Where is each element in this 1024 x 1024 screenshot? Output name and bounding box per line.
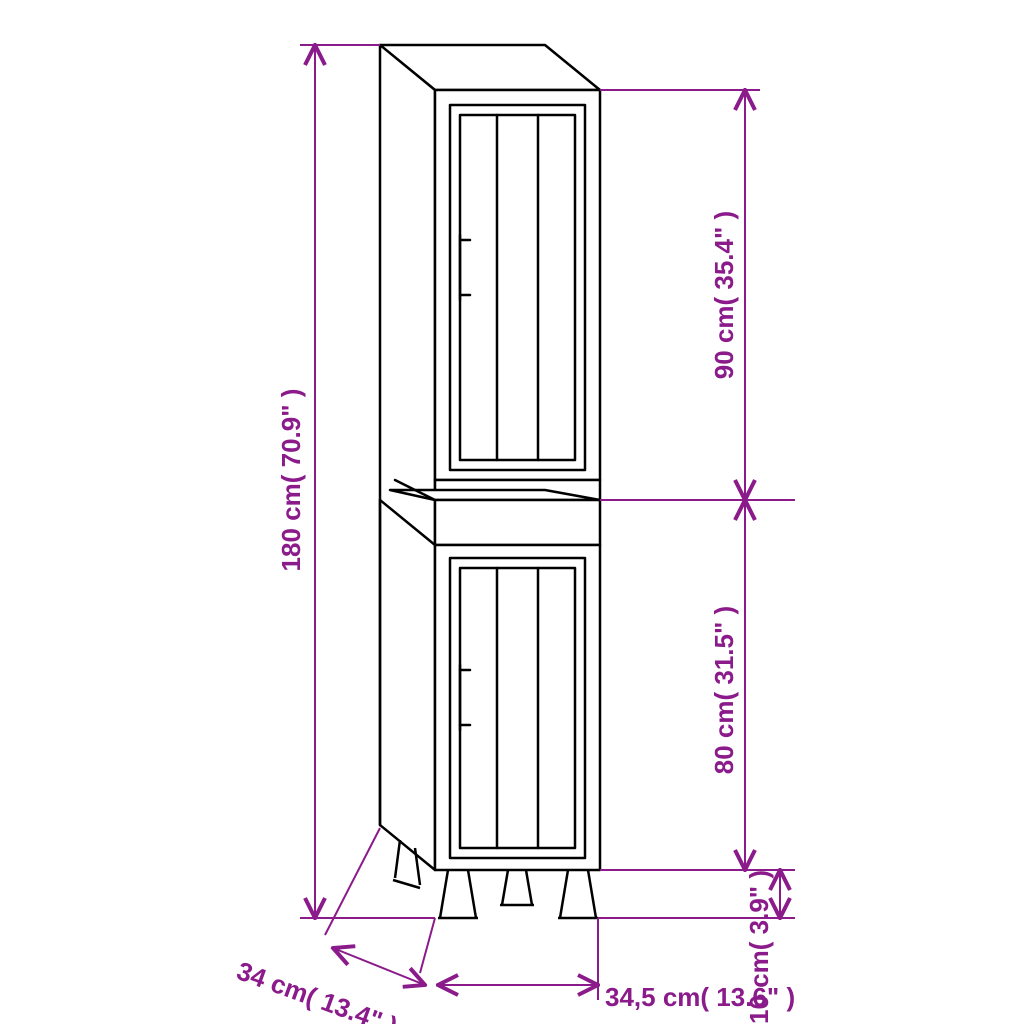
cabinet [380, 45, 600, 918]
dim-lower-height: 80 cm( 31.5" ) [600, 500, 795, 870]
dim-total-height-label: 180 cm( 70.9" ) [276, 389, 306, 572]
dim-depth: 34 cm( 13.4" ) [233, 828, 435, 1024]
dimension-diagram: 180 cm( 70.9" ) 90 cm( 35.4" ) 80 cm( 31… [0, 0, 1024, 1024]
dim-width: 34,5 cm( 13.6" ) [438, 918, 795, 1012]
dim-upper-height-label: 90 cm( 35.4" ) [709, 211, 739, 379]
dim-lower-height-label: 80 cm( 31.5" ) [709, 606, 739, 774]
dim-width-label: 34,5 cm( 13.6" ) [605, 982, 795, 1012]
dim-upper-height: 90 cm( 35.4" ) [600, 90, 795, 500]
